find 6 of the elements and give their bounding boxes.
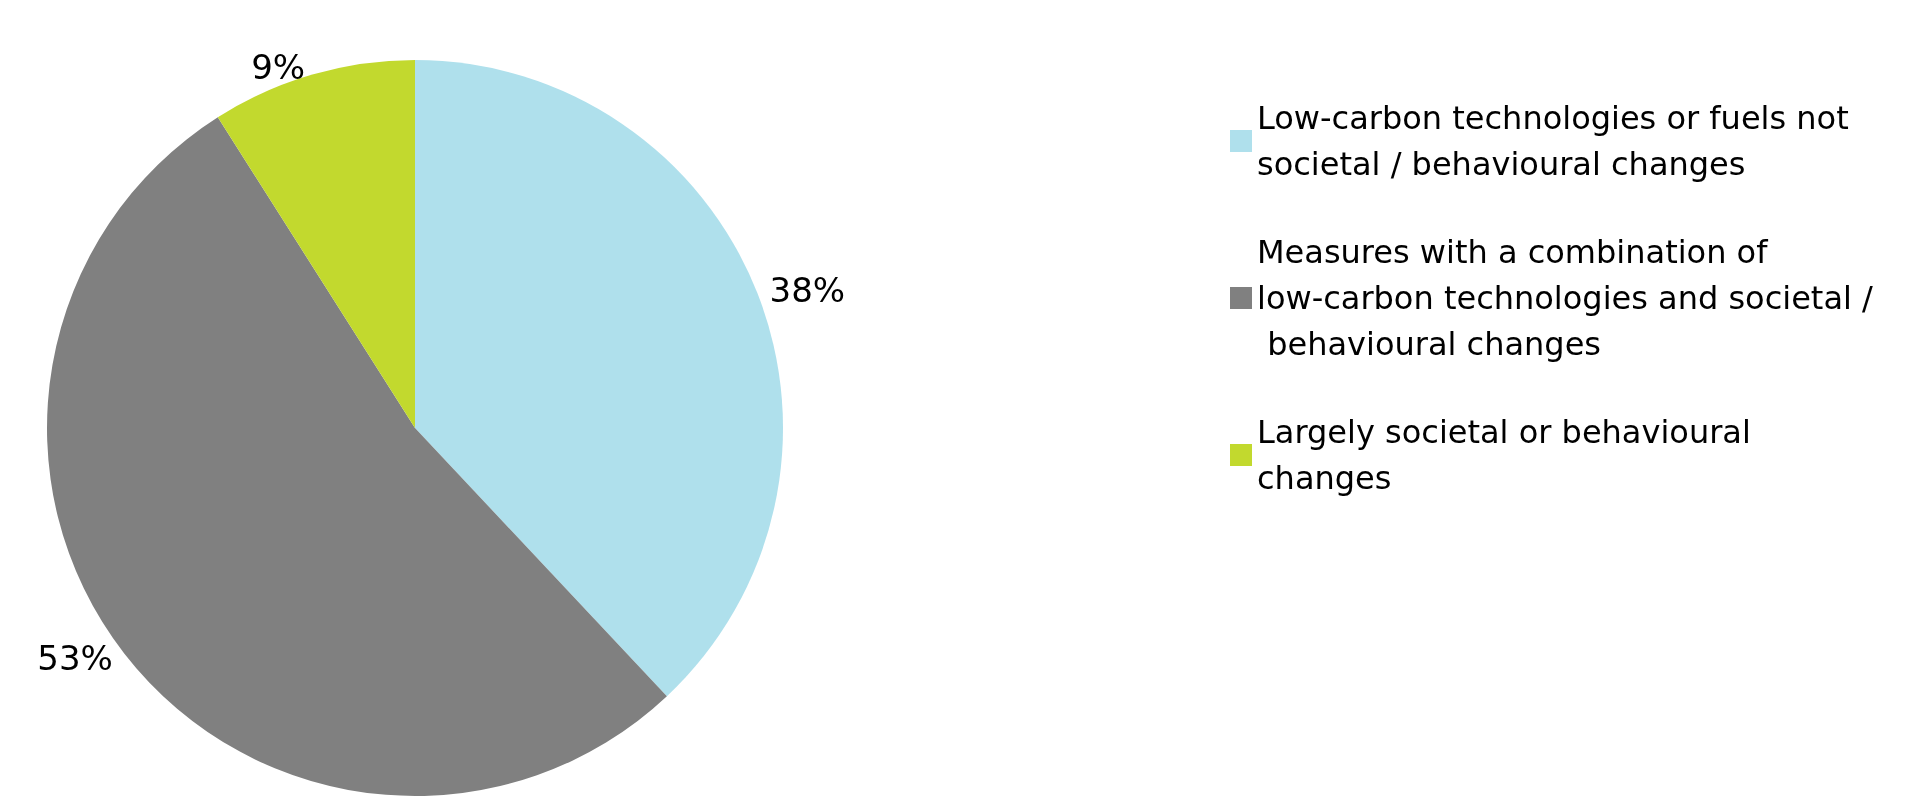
legend-label: Measures with a combination of low-carbon technologies and societal / behavioural changes — [1257, 233, 1874, 363]
legend-label: Largely societal or behavioural changes — [1257, 413, 1761, 497]
data-label: 9% — [251, 46, 306, 87]
data-label: 53% — [37, 638, 113, 679]
data-label: 38% — [769, 269, 846, 310]
legend-label: Low-carbon technologies or fuels not societal / behavioural changes — [1257, 99, 1859, 183]
